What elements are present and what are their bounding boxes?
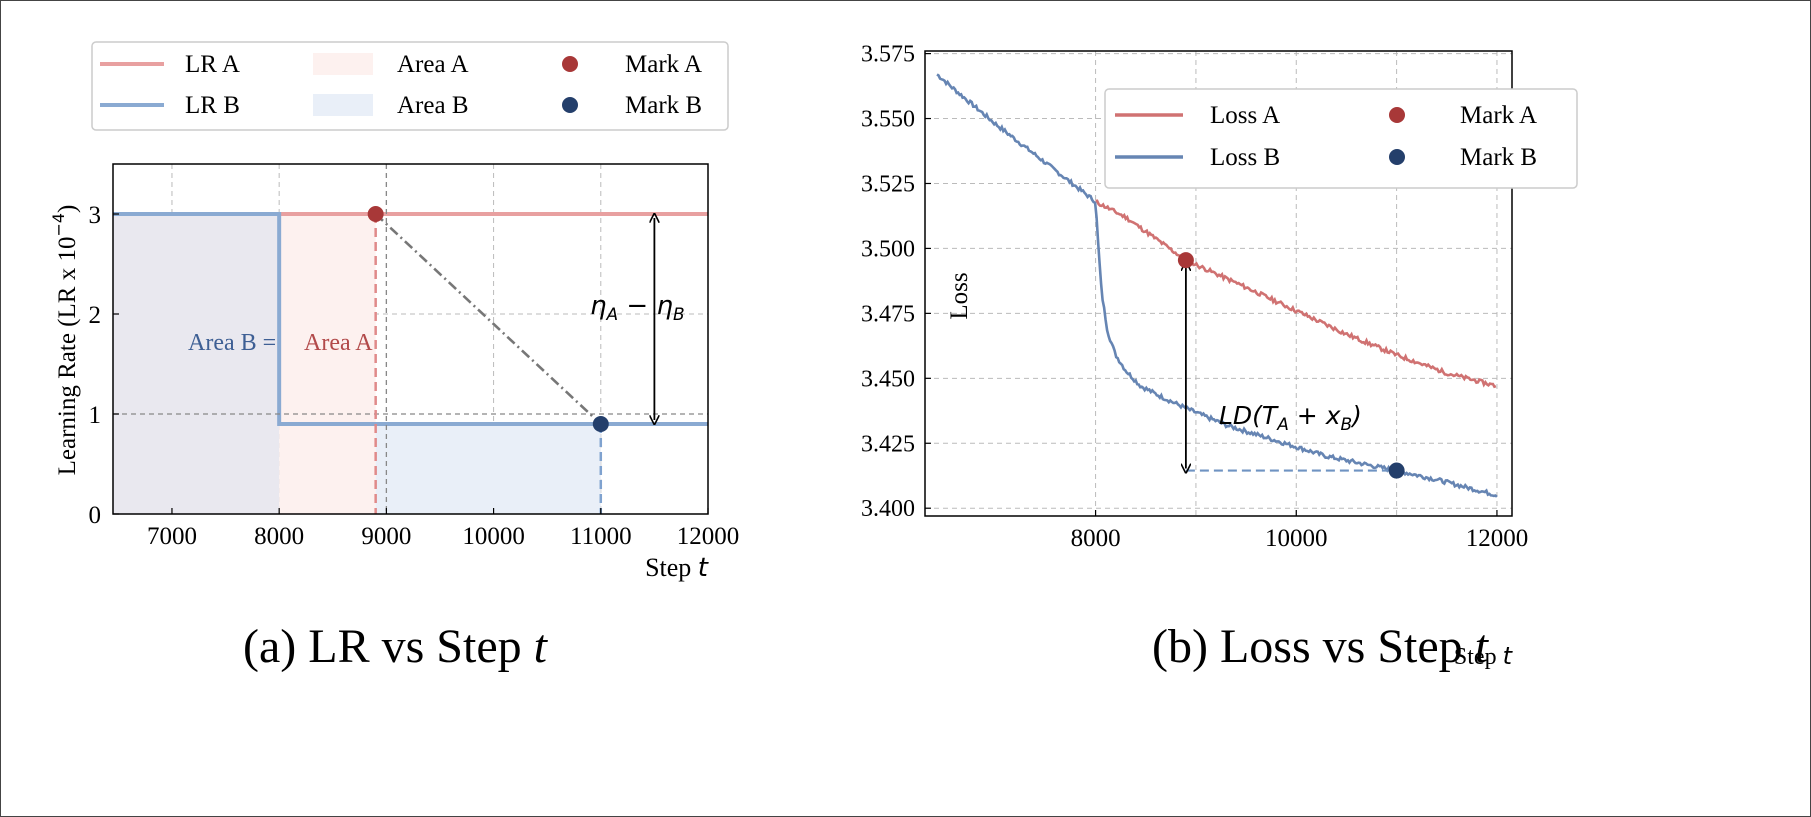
loss-ytick-label: 3.525 [861,171,915,197]
minus-sign: − [618,291,656,321]
lr-x-axis-var: t [698,553,709,583]
lr-xtick-label: 8000 [254,523,304,550]
lr-legend-label: Area A [397,51,469,78]
loss-ticks: 8000 10000 12000 3.400 3.425 3.450 3.475 3.500 3… [861,42,1528,552]
loss-ytick-label: 3.425 [861,431,915,457]
lr-ytick-label: 1 [89,402,102,429]
lr-ytick-label: 2 [89,302,102,329]
ld-label: LD(TA + xB) [1219,401,1362,435]
ld-label-x: x [1325,401,1341,430]
lr-legend-label: Mark B [625,92,702,119]
loss-xtick-label: 8000 [1071,525,1121,552]
loss-ytick-label: 3.400 [861,496,915,522]
loss-legend-box [1104,88,1578,189]
area-a-fill [279,214,376,514]
loss-ytick-label: 3.500 [861,236,915,262]
ld-label-sub-b: B [1340,415,1352,435]
loss-ytick-label: 3.550 [861,107,915,133]
lr-y-axis-label: Learning Rate (LR x 10−4) [49,205,81,476]
lr-caption-text: (a) LR vs Step [243,620,522,673]
loss-mark-b-point [1388,462,1405,479]
loss-marks [1177,252,1405,479]
loss-plot-frame [924,50,1513,517]
lr-xtick-label: 12000 [677,523,740,550]
eta-a-sub: A [605,305,618,325]
mark-a-point [367,206,384,222]
lr-xtick-label: 11000 [570,523,632,550]
eta-diff-label: ηA − ηB [590,291,685,325]
lr-areas [113,214,601,514]
lr-ytick-label: 3 [89,202,102,229]
lr-shared-area [113,214,280,514]
loss-legend: Loss A Mark A Loss B Mark B [1104,88,1578,189]
area-a-label: Area A [304,330,373,356]
area-b-fill [375,424,601,514]
lr-series [113,212,708,426]
loss-x-axis-var: t [1503,642,1514,670]
loss-legend-label: Loss A [1210,102,1280,129]
lr-chart: 7000 8000 9000 10000 11000 12000 0 1 2 3 Area B =… [49,41,740,673]
mark-b-point [592,416,609,432]
lr-x-axis-label: Step t [645,553,709,583]
loss-x-axis-label: Step t [1454,642,1514,670]
lr-xtick-label: 10000 [462,523,525,550]
lr-legend-patch-b [313,94,373,116]
lr-ticks: 7000 8000 9000 10000 11000 12000 0 1 2 3 [89,202,740,550]
loss-legend-label: Loss B [1210,144,1280,171]
loss-legend-label: Mark B [1460,144,1537,171]
lr-legend-label: LR B [185,92,240,119]
loss-legend-label: Mark A [1460,102,1537,129]
mark-connector-line [374,213,602,425]
lr-legend-marker-b [562,97,578,113]
lr-marks [367,206,609,432]
loss-xtick-label: 12000 [1466,525,1529,552]
loss-ytick-label: 3.575 [861,42,915,68]
lr-b-line [113,212,708,426]
loss-ytick-label: 3.475 [861,301,915,327]
lr-xtick-label: 9000 [361,523,411,550]
loss-xtick-label: 10000 [1265,525,1328,552]
ld-label-plus: + [1289,401,1326,430]
eta-b-symbol: η [656,291,672,321]
eta-b-sub: B [673,305,685,325]
loss-x-axis-label-text: Step [1454,644,1497,670]
loss-a-line [1095,199,1497,389]
lr-annotations [113,164,708,514]
area-b-equals-label: Area B = [188,330,276,356]
loss-caption-text: (b) Loss vs Step [1152,620,1463,673]
ld-label-close: ) [1350,401,1362,430]
loss-mark-a-point [1177,252,1194,269]
lr-ytick-label: 0 [89,502,102,529]
eta-a-symbol: η [590,291,606,321]
lr-y-axis-label-close: ) [54,205,81,213]
lr-legend-label: Mark A [625,51,702,78]
ld-label-sub-a: A [1276,415,1289,435]
loss-annotations [1186,266,1397,470]
loss-legend-marker-a [1389,107,1405,123]
loss-caption-var: t [1475,620,1490,673]
loss-y-axis-label: Loss [946,272,973,319]
loss-legend-marker-b [1389,149,1405,165]
lr-caption-var: t [534,620,549,673]
lr-legend-patch-a [313,53,373,75]
lr-legend-marker-a [562,56,578,72]
lr-legend: LR A Area A Mark A LR B Area B Mark B [91,41,729,131]
ld-label-prefix: LD(T [1219,401,1279,430]
lr-plot-frame [112,163,709,515]
lr-legend-label: LR A [185,51,240,78]
loss-caption: (b) Loss vs Step t [1152,620,1490,673]
loss-ytick-label: 3.450 [861,366,915,392]
lr-legend-label: Area B [397,92,469,119]
loss-chart: 8000 10000 12000 3.400 3.425 3.450 3.475 3.500 3… [861,42,1578,673]
lr-x-axis-label-text: Step [645,553,691,582]
lr-caption: (a) LR vs Step t [243,620,549,673]
lr-xtick-label: 7000 [147,523,197,550]
lr-y-axis-label-text: Learning Rate (LR x 10 [54,237,81,476]
lr-y-axis-exponent: −4 [49,213,68,237]
